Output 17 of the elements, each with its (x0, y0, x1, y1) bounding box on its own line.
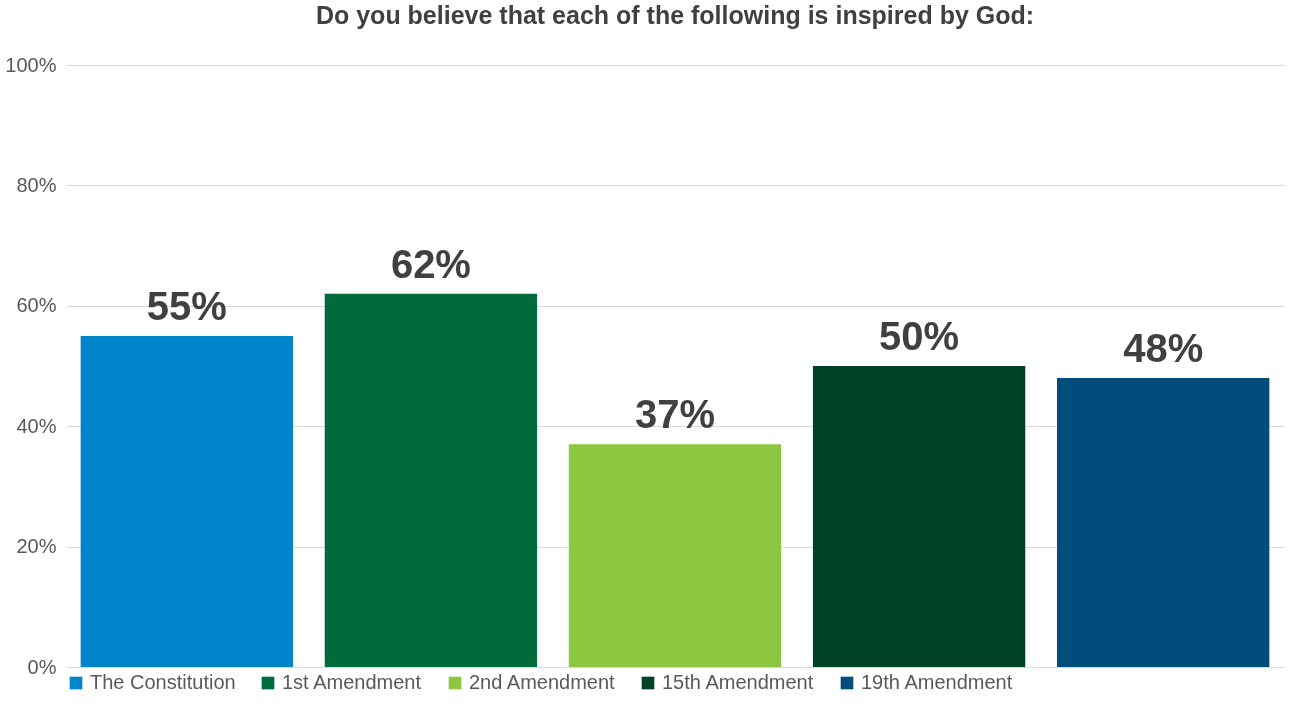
y-tick-label: 100% (5, 53, 57, 76)
data-label: 48% (1123, 326, 1204, 371)
chart-title: Do you believe that each of the following is inspired by God: (315, 1, 1035, 29)
legend-label: The Constitution (90, 671, 236, 693)
y-tick-label: 20% (16, 535, 57, 558)
legend-label: 19th Amendment (861, 671, 1013, 693)
legend-label: 1st Amendment (282, 671, 422, 693)
y-tick-label: 40% (16, 414, 57, 437)
data-label: 55% (146, 283, 227, 328)
legend-label: 2nd Amendment (469, 671, 616, 693)
y-tick-label: 0% (27, 655, 57, 678)
data-label: 62% (390, 241, 471, 286)
data-label: 50% (879, 314, 960, 358)
legend-label: 15th Amendment (662, 671, 814, 693)
data-label: 37% (634, 392, 716, 437)
y-tick-label: 80% (16, 173, 57, 196)
y-tick-label: 60% (16, 294, 57, 317)
